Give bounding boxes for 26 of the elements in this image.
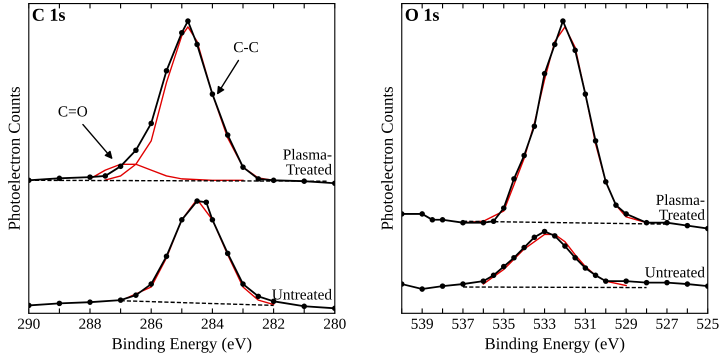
chart-title: C 1s — [32, 8, 66, 21]
x-tick-label: 525 — [697, 318, 719, 329]
x-tick-label: 529 — [616, 318, 637, 329]
y-axis-title: Photoelectron Counts — [8, 87, 20, 230]
x-tick-label: 527 — [656, 318, 678, 329]
x-tick-label: 280 — [324, 318, 346, 329]
x-tick-label: 531 — [574, 318, 596, 329]
series-label: Untreated — [645, 266, 705, 278]
x-tick-label: 290 — [18, 318, 40, 329]
x-axis-title: Binding Energy (eV) — [485, 338, 624, 353]
x-tick-label: 539 — [412, 318, 433, 329]
annotation: C-C — [234, 42, 258, 52]
series-label: Plasma- Treated — [283, 148, 332, 175]
x-tick-label: 286 — [140, 318, 162, 329]
x-tick-label: 282 — [262, 318, 284, 329]
x-tick-label: 535 — [493, 318, 515, 329]
annotation: C=O — [58, 106, 88, 117]
x-tick-label: 537 — [452, 318, 474, 329]
chart-title: O 1s — [406, 8, 439, 21]
y-axis-title: Photoelectron Counts — [381, 87, 393, 230]
x-axis-title: Binding Energy (eV) — [112, 338, 252, 353]
x-tick-label: 533 — [534, 318, 556, 329]
x-tick-label: 284 — [202, 318, 224, 329]
series-label: Untreated — [272, 288, 332, 300]
x-tick-label: 288 — [79, 318, 101, 329]
series-label: Plasma- Treated — [656, 194, 705, 220]
